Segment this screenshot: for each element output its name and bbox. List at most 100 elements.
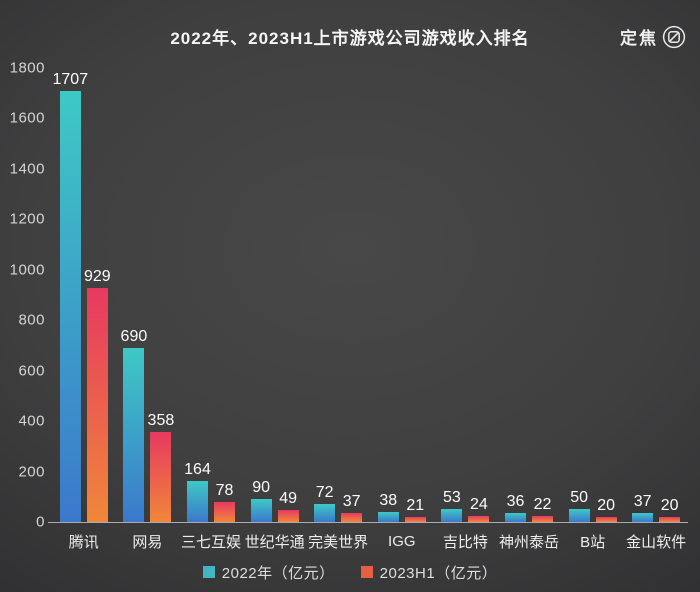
bar-column: 164	[184, 68, 211, 522]
bar-2022	[632, 512, 654, 522]
bar-value-label: 358	[147, 411, 175, 429]
dingjiao-logo-icon	[662, 25, 686, 49]
bar-value-label: 72	[315, 483, 334, 501]
bar-2023h1	[213, 502, 235, 522]
x-category-label: 金山软件	[626, 533, 687, 551]
x-category-label: 神州泰岳	[498, 533, 559, 551]
legend: 2022年（亿元） 2023H1（亿元）	[0, 560, 700, 584]
bar-2022	[314, 503, 336, 522]
bar-column: 358	[148, 68, 174, 522]
bar-value-label: 690	[120, 327, 148, 345]
y-tick-label: 200	[18, 463, 45, 481]
bar-column: 1707	[53, 68, 88, 522]
chart-title: 2022年、2023H1上市游戏公司游戏收入排名	[170, 29, 530, 48]
bar-group: 1707 929	[52, 68, 116, 522]
x-axis: 腾讯 网易 三七互娱 世纪华通 完美世界 IGG 吉比特 神州泰岳 B站 金山软件	[52, 530, 688, 552]
x-category-label: 吉比特	[442, 533, 488, 551]
bar-column: 24	[468, 68, 490, 522]
bar-2022	[123, 347, 145, 522]
bar-2023h1	[86, 287, 108, 522]
y-tick-label: 1200	[9, 210, 45, 228]
y-axis: 1800 1600 1400 1200 1000 800 600 400 200 0	[0, 60, 45, 531]
legend-item: 2022年（亿元）	[202, 562, 335, 583]
bar-value-label: 20	[660, 496, 679, 514]
bar-group: 90 49	[243, 68, 307, 522]
bar-2023h1	[659, 516, 681, 522]
y-tick-label: 800	[18, 311, 45, 329]
bar-column: 72	[314, 68, 336, 522]
bar-value-label: 24	[469, 495, 488, 513]
bar-value-label: 50	[570, 489, 588, 507]
bar-group: 50 20	[561, 68, 625, 522]
legend-swatch-icon	[202, 566, 215, 578]
bar-column: 37	[632, 68, 654, 522]
bar-2023h1	[595, 516, 617, 522]
x-category-label: 三七互娱	[180, 533, 241, 551]
brand-logo: 定焦	[620, 24, 686, 49]
bar-value-label: 21	[406, 496, 425, 514]
y-tick-label: 1000	[9, 261, 45, 279]
bar-value-label: 53	[442, 488, 461, 506]
x-category-label: 世纪华通	[244, 533, 305, 551]
bar-value-label: 49	[279, 489, 297, 507]
y-tick-label: 1800	[9, 59, 45, 77]
bar-group: 38 21	[370, 68, 434, 522]
bar-value-label: 22	[533, 496, 552, 514]
legend-item: 2023H1（亿元）	[360, 562, 498, 583]
bar-column: 22	[531, 68, 553, 522]
bar-column: 929	[83, 68, 111, 522]
bar-column: 20	[659, 68, 681, 522]
bar-group: 36 22	[497, 68, 561, 522]
bar-group: 37 20	[624, 68, 688, 522]
bar-value-label: 20	[597, 496, 615, 514]
bar-column: 78	[213, 68, 235, 522]
y-tick-label: 0	[36, 513, 45, 531]
bar-2023h1	[468, 515, 490, 522]
bar-value-label: 1707	[52, 71, 89, 89]
legend-label: 2023H1（亿元）	[379, 564, 498, 582]
bar-column: 90	[250, 68, 272, 522]
bar-column: 20	[595, 68, 617, 522]
x-category-label: 腾讯	[68, 533, 99, 551]
x-category-label: 网易	[132, 533, 163, 551]
y-tick-label: 600	[18, 362, 45, 380]
bar-value-label: 37	[342, 492, 361, 510]
bar-2022	[568, 509, 590, 522]
bar-2022	[504, 512, 526, 522]
bar-column: 37	[341, 68, 363, 522]
bar-column: 49	[277, 68, 299, 522]
bar-group: 164 78	[179, 68, 243, 522]
bar-group: 72 37	[306, 68, 370, 522]
bar-2022	[250, 499, 272, 522]
bar-value-label: 929	[83, 267, 111, 285]
bar-column: 38	[377, 68, 399, 522]
legend-swatch-icon	[360, 566, 373, 578]
bar-group: 53 24	[434, 68, 498, 522]
bar-column: 50	[568, 68, 590, 522]
y-tick-label: 1400	[9, 160, 45, 178]
bar-2022	[377, 512, 399, 522]
bar-value-label: 37	[633, 492, 652, 510]
bar-2022	[186, 480, 208, 522]
bar-2023h1	[341, 512, 363, 522]
bar-value-label: 78	[215, 482, 234, 500]
legend-label: 2022年（亿元）	[221, 564, 335, 582]
bar-2023h1	[404, 516, 426, 522]
bar-2022	[441, 508, 463, 522]
bar-value-label: 38	[379, 492, 398, 510]
x-category-label: 完美世界	[308, 533, 369, 551]
bar-2023h1	[277, 509, 299, 522]
bar-2022	[59, 91, 81, 522]
y-tick-label: 1600	[9, 109, 45, 127]
bar-value-label: 90	[252, 479, 270, 497]
bar-group: 690 358	[116, 68, 180, 522]
bar-2023h1	[150, 431, 172, 522]
bar-column: 36	[504, 68, 526, 522]
bar-column: 21	[404, 68, 426, 522]
bar-value-label: 164	[184, 460, 211, 478]
brand-name: 定焦	[620, 29, 658, 48]
bar-column: 690	[121, 68, 147, 522]
y-tick-label: 400	[18, 412, 45, 430]
bar-value-label: 36	[506, 492, 525, 510]
